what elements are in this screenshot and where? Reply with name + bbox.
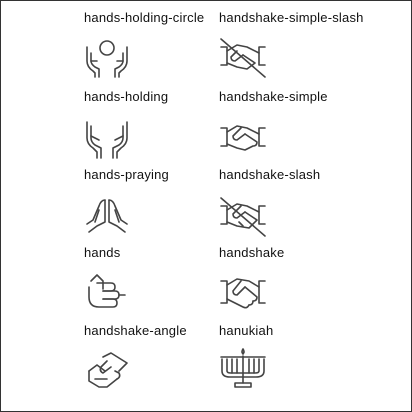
handshake-slash-icon [217,194,269,238]
hands-praying-icon [81,194,133,238]
icon-label-hands-holding: hands-holding [84,89,169,104]
handshake-simple-icon [217,116,269,160]
hands-holding-icon [81,116,133,160]
icon-label-handshake-slash: handshake-slash [219,167,321,182]
icon-label-hands-praying: hands-praying [84,167,169,182]
icon-label-hands-holding-circle: hands-holding-circle [84,10,205,25]
handshake-simple-slash-icon [217,35,269,79]
hands-holding-circle-icon [81,35,133,79]
icon-label-handshake: handshake [219,245,285,260]
icon-label-handshake-simple: handshake-simple [219,89,328,104]
hanukiah-icon [217,347,269,391]
icon-label-hanukiah: hanukiah [219,323,274,338]
hands-icon [81,271,133,315]
handshake-icon [217,271,269,315]
handshake-angle-icon [81,349,133,393]
icon-label-handshake-simple-slash: handshake-simple-slash [219,10,364,25]
icon-label-handshake-angle: handshake-angle [84,323,187,338]
icon-label-hands: hands [84,245,121,260]
